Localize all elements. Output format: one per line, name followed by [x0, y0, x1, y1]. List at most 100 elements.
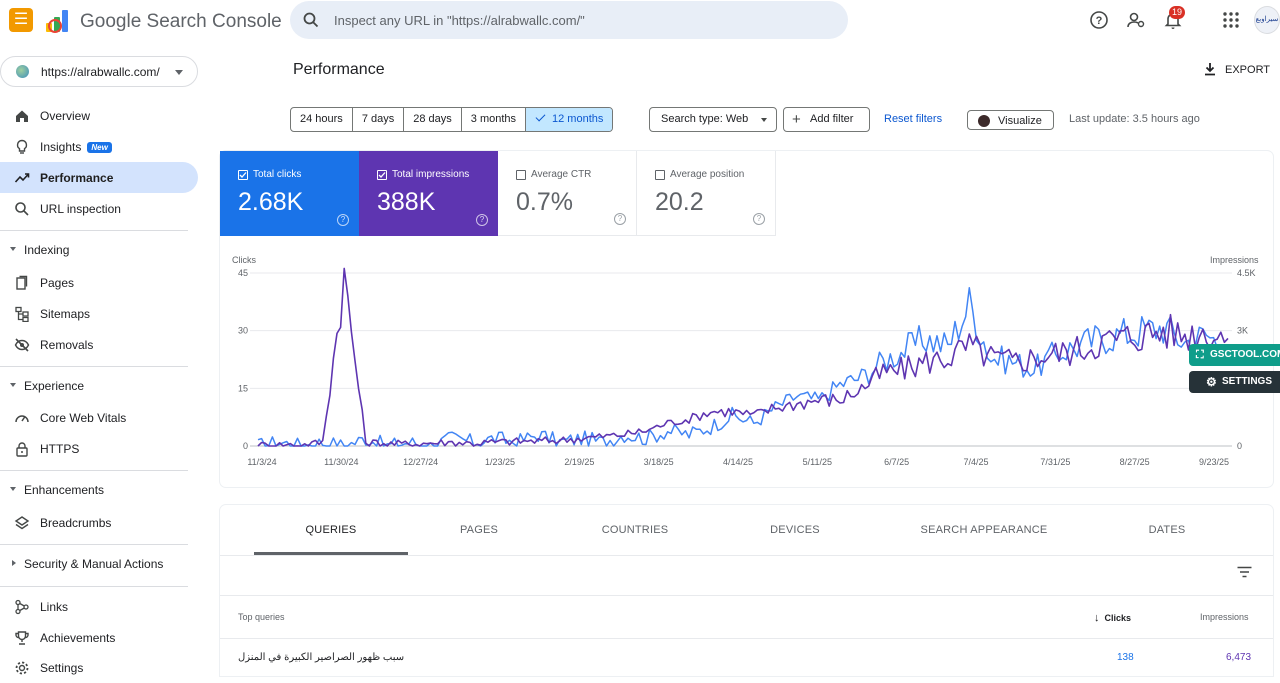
page-title: Performance — [293, 61, 385, 78]
collapse-caret-icon — [10, 383, 16, 387]
checkbox-unchecked-icon[interactable] — [516, 170, 526, 180]
sidebar-item-label: Pages — [40, 276, 75, 290]
help-icon[interactable]: ? — [614, 213, 626, 225]
sidebar-item-label: Achievements — [40, 631, 116, 645]
gear-icon — [15, 661, 29, 675]
search-input[interactable] — [334, 10, 814, 30]
sidebar-section-indexing[interactable]: Indexing — [0, 241, 198, 261]
sidebar-item-label: URL inspection — [40, 202, 121, 216]
checkbox-unchecked-icon[interactable] — [655, 170, 665, 180]
account-avatar[interactable]: سيراوبع — [1254, 6, 1280, 34]
last-update-text: Last update: 3.5 hours ago — [1069, 113, 1200, 125]
reset-filters-link[interactable]: Reset filters — [884, 113, 943, 125]
tab-countries[interactable]: COUNTRIES — [601, 524, 669, 536]
manage-users-icon[interactable] — [1126, 10, 1146, 30]
sidebar-item-achievements[interactable]: Achievements — [0, 622, 198, 653]
sidebar-item-removals[interactable]: Removals — [0, 329, 198, 360]
metric-value: 388K — [377, 188, 436, 216]
help-icon[interactable]: ? — [753, 213, 765, 225]
tab-queries[interactable]: QUERIES — [305, 524, 357, 536]
y-axis-right-title: Impressions — [1210, 255, 1259, 265]
sidebar-item-url-inspection[interactable]: URL inspection — [0, 193, 198, 224]
main-menu-icon[interactable]: ☰ — [9, 8, 33, 32]
lock-icon — [16, 442, 28, 457]
plus-icon: + — [792, 111, 801, 128]
sort-down-arrow-icon: ↓ — [1094, 612, 1100, 624]
search-console-logo — [46, 10, 68, 33]
sidebar-item-sitemaps[interactable]: Sitemaps — [0, 298, 198, 329]
sidebar-item-overview[interactable]: Overview — [0, 100, 198, 131]
export-button[interactable]: EXPORT — [1203, 62, 1270, 76]
links-icon — [15, 599, 29, 615]
sidebar-section-enhancements[interactable]: Enhancements — [0, 481, 198, 501]
property-selector[interactable]: https://alrabwallc.com/ — [0, 56, 198, 87]
visibility-off-icon — [14, 338, 30, 352]
sidebar-divider — [0, 544, 188, 545]
range-3-months[interactable]: 3 months — [462, 108, 527, 131]
help-icon[interactable]: ? — [476, 214, 488, 226]
sidebar-item-label: Links — [40, 600, 69, 614]
app-title: Google Search Console — [80, 11, 282, 32]
sidebar-section-security[interactable]: Security & Manual Actions — [0, 555, 198, 575]
tab-search-appearance[interactable]: SEARCH APPEARANCE — [920, 524, 1048, 536]
tab-dates[interactable]: DATES — [1148, 524, 1186, 536]
date-range-selector: 24 hours 7 days 28 days 3 months 12 mont… — [290, 107, 614, 132]
column-header-clicks[interactable]: ↓ Clicks — [1094, 612, 1131, 624]
column-header-impressions[interactable]: Impressions — [1200, 612, 1249, 622]
sidebar-item-https[interactable]: HTTPS — [0, 433, 198, 464]
checkbox-checked-icon[interactable] — [238, 170, 248, 180]
sidebar-section-experience[interactable]: Experience — [0, 377, 198, 397]
sidebar-item-links[interactable]: Links — [0, 591, 198, 622]
tabs-divider — [220, 555, 1273, 556]
range-7-days[interactable]: 7 days — [353, 108, 405, 131]
top-bar: ☰ Google Search Console ? 19 سيراوبع — [0, 0, 1280, 44]
sidebar-item-label: Insights New — [40, 140, 112, 154]
metric-label: Average CTR — [531, 169, 592, 180]
sidebar-item-label: Core Web Vitals — [40, 411, 127, 425]
sidebar-item-performance[interactable]: Performance — [0, 162, 198, 193]
metric-card-total-impressions[interactable]: Total impressions 388K ? — [359, 151, 498, 236]
sidebar-item-insights[interactable]: Insights New — [0, 131, 198, 162]
search-icon — [303, 12, 319, 28]
range-12-months[interactable]: 12 months — [526, 108, 613, 131]
filter-icon[interactable] — [1237, 566, 1252, 578]
visualize-button[interactable]: Visualize — [967, 110, 1054, 130]
sidebar-item-breadcrumbs[interactable]: Breadcrumbs — [0, 507, 198, 538]
settings-label: SETTINGS — [1222, 376, 1273, 387]
metric-card-average-ctr[interactable]: Average CTR 0.7% ? — [498, 151, 637, 236]
sidebar-item-label: Settings — [40, 661, 84, 675]
add-filter-button[interactable]: + Add filter — [783, 107, 870, 132]
apps-grid-icon[interactable] — [1221, 10, 1241, 30]
search-type-label: Search type: Web — [661, 113, 749, 125]
search-type-dropdown[interactable]: Search type: Web — [649, 107, 777, 132]
settings-float-button[interactable]: ⚙ SETTINGS — [1189, 371, 1280, 393]
sidebar-item-label: Sitemaps — [40, 307, 91, 321]
column-header-query: Top queries — [238, 612, 285, 622]
dropdown-arrow-icon — [761, 118, 767, 122]
tab-pages[interactable]: PAGES — [459, 524, 499, 536]
tab-devices[interactable]: DEVICES — [770, 524, 820, 536]
section-label: Experience — [24, 379, 85, 393]
range-28-days[interactable]: 28 days — [404, 108, 462, 131]
expand-icon: ⛶ — [1196, 349, 1204, 361]
range-label: 12 months — [552, 113, 604, 125]
url-inspect-search[interactable] — [290, 1, 848, 39]
checkbox-checked-icon[interactable] — [377, 170, 387, 180]
gsctool-button[interactable]: ⛶ GSCTOOL.COM — [1189, 344, 1280, 366]
sidebar-item-pages[interactable]: Pages — [0, 267, 198, 298]
metric-card-average-position[interactable]: Average position 20.2 ? — [637, 151, 776, 236]
help-icon[interactable]: ? — [1089, 10, 1109, 30]
download-icon — [1205, 63, 1215, 76]
help-icon[interactable]: ? — [337, 214, 349, 226]
metric-value: 0.7% — [516, 188, 573, 216]
visualize-icon — [978, 115, 990, 127]
lightbulb-icon — [16, 139, 28, 154]
metric-card-total-clicks[interactable]: Total clicks 2.68K ? — [220, 151, 359, 236]
range-24-hours[interactable]: 24 hours — [291, 108, 353, 131]
property-url: https://alrabwallc.com/ — [41, 65, 160, 79]
trophy-icon — [15, 631, 29, 645]
sidebar-divider — [0, 470, 188, 471]
metric-value: 2.68K — [238, 188, 304, 216]
sidebar-item-settings[interactable]: Settings — [0, 652, 198, 683]
sidebar-item-core-web-vitals[interactable]: Core Web Vitals — [0, 402, 198, 433]
